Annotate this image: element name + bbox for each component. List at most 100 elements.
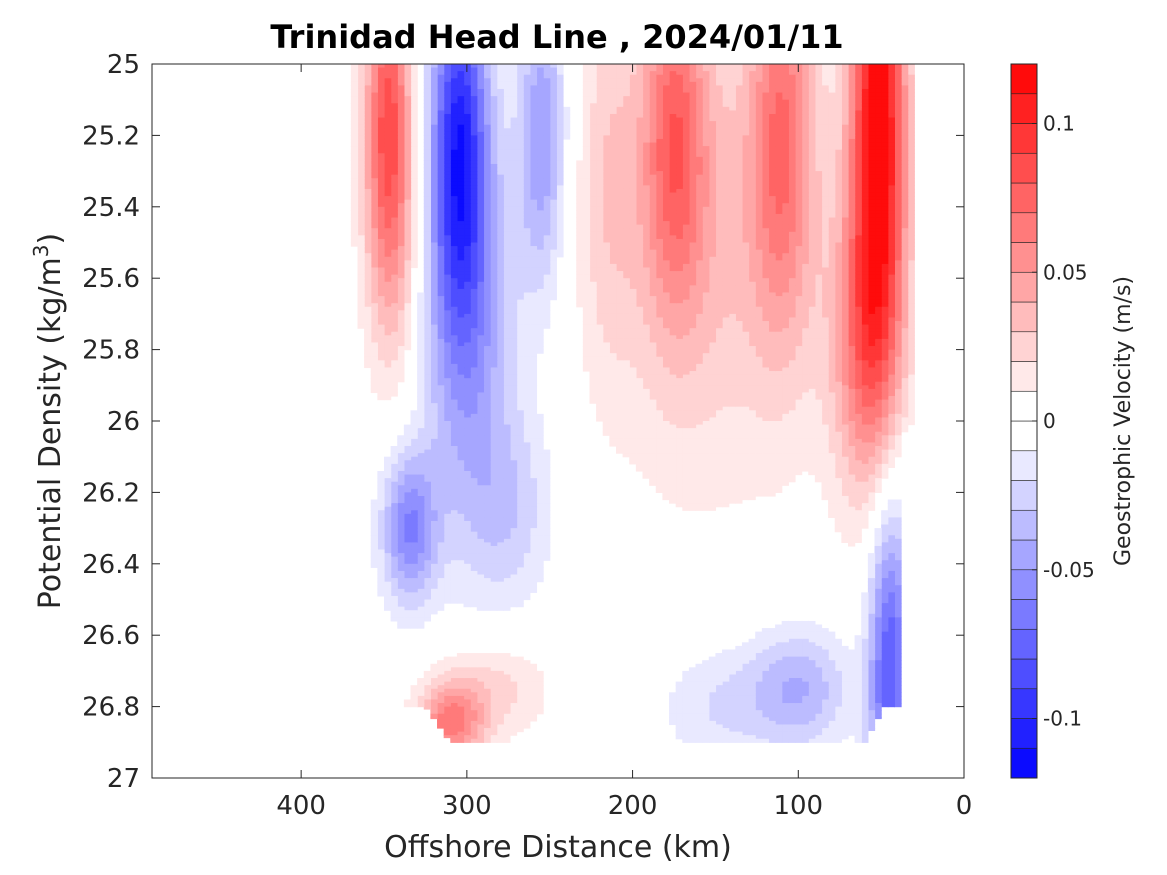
velocity-cell	[861, 321, 869, 326]
velocity-cell	[755, 213, 763, 219]
velocity-cell	[794, 681, 803, 686]
velocity-cell	[735, 467, 743, 472]
velocity-cell	[821, 146, 829, 151]
velocity-cell	[907, 156, 915, 161]
velocity-cell	[861, 399, 869, 404]
velocity-cell	[841, 488, 849, 493]
velocity-cell	[881, 103, 889, 108]
velocity-cell	[702, 249, 710, 254]
velocity-cell	[794, 674, 803, 679]
velocity-cell	[728, 495, 736, 501]
velocity-cell	[702, 281, 710, 286]
velocity-cell	[861, 196, 869, 201]
velocity-cell	[801, 642, 809, 647]
velocity-cell	[854, 235, 862, 240]
velocity-cell	[788, 724, 796, 729]
velocity-cell	[755, 413, 763, 419]
velocity-cell	[814, 642, 823, 647]
velocity-cell	[887, 224, 895, 229]
velocity-cell	[881, 695, 889, 701]
velocity-cell	[854, 649, 862, 654]
velocity-cell	[828, 731, 836, 736]
velocity-cell	[788, 663, 796, 668]
velocity-cell	[848, 467, 856, 472]
velocity-cell	[894, 435, 902, 440]
velocity-cell	[814, 346, 823, 351]
velocity-cell	[848, 463, 856, 469]
velocity-cell	[728, 235, 736, 240]
velocity-cell	[748, 92, 756, 97]
velocity-cell	[768, 424, 776, 429]
velocity-cell	[728, 306, 736, 311]
velocity-cell	[715, 281, 723, 286]
velocity-cell	[814, 131, 823, 136]
velocity-cell	[907, 363, 915, 369]
velocity-cell	[821, 192, 829, 197]
velocity-cell	[881, 442, 889, 447]
velocity-cell	[715, 160, 723, 165]
velocity-cell	[901, 396, 909, 401]
velocity-cell	[881, 663, 889, 668]
velocity-cell	[887, 417, 895, 422]
velocity-cell	[735, 99, 743, 104]
velocity-cell	[867, 635, 876, 640]
velocity-cell	[887, 456, 895, 461]
velocity-cell	[708, 281, 717, 286]
velocity-cell	[874, 392, 882, 397]
velocity-cell	[848, 506, 856, 511]
velocity-cell	[702, 199, 710, 204]
velocity-cell	[735, 96, 743, 101]
velocity-cell	[788, 321, 796, 326]
velocity-cell	[788, 231, 796, 236]
velocity-cell	[841, 346, 849, 351]
velocity-cell	[828, 331, 836, 336]
velocity-cell	[881, 260, 889, 265]
velocity-cell	[834, 728, 842, 733]
velocity-cell	[728, 356, 736, 361]
velocity-cell	[788, 735, 796, 740]
velocity-cell	[874, 424, 882, 429]
velocity-cell	[735, 428, 743, 433]
velocity-cell	[755, 695, 763, 701]
velocity-cell	[841, 296, 849, 301]
velocity-cell	[867, 121, 876, 126]
velocity-cell	[781, 74, 789, 79]
velocity-cell	[761, 631, 770, 636]
velocity-cell	[867, 238, 876, 244]
velocity-cell	[861, 178, 869, 183]
velocity-cell	[794, 335, 803, 340]
velocity-cell	[708, 699, 717, 704]
velocity-cell	[748, 174, 756, 179]
velocity-cell	[735, 706, 743, 711]
velocity-cell	[761, 203, 770, 208]
velocity-cell	[801, 128, 809, 133]
velocity-cell	[874, 238, 882, 244]
velocity-cell	[881, 206, 889, 211]
velocity-cell	[881, 224, 889, 229]
velocity-cell	[841, 185, 849, 190]
velocity-cell	[735, 146, 743, 151]
velocity-cell	[715, 399, 723, 404]
velocity-cell	[755, 271, 763, 276]
velocity-cell	[695, 181, 703, 186]
velocity-cell	[755, 424, 763, 429]
velocity-cell	[722, 210, 730, 215]
velocity-cell	[841, 306, 849, 311]
velocity-cell	[794, 735, 803, 740]
velocity-cell	[741, 153, 750, 158]
velocity-cell	[794, 178, 803, 183]
velocity-cell	[708, 674, 717, 679]
velocity-cell	[695, 160, 703, 165]
velocity-cell	[801, 353, 809, 358]
velocity-cell	[854, 406, 862, 411]
velocity-cell	[801, 156, 809, 161]
velocity-cell	[834, 720, 842, 726]
velocity-cell	[715, 196, 723, 201]
velocity-cell	[735, 217, 743, 222]
velocity-cell	[788, 478, 796, 483]
velocity-cell	[741, 435, 750, 440]
velocity-cell	[702, 663, 710, 668]
velocity-cell	[848, 688, 856, 693]
velocity-cell	[881, 146, 889, 151]
velocity-cell	[755, 217, 763, 222]
